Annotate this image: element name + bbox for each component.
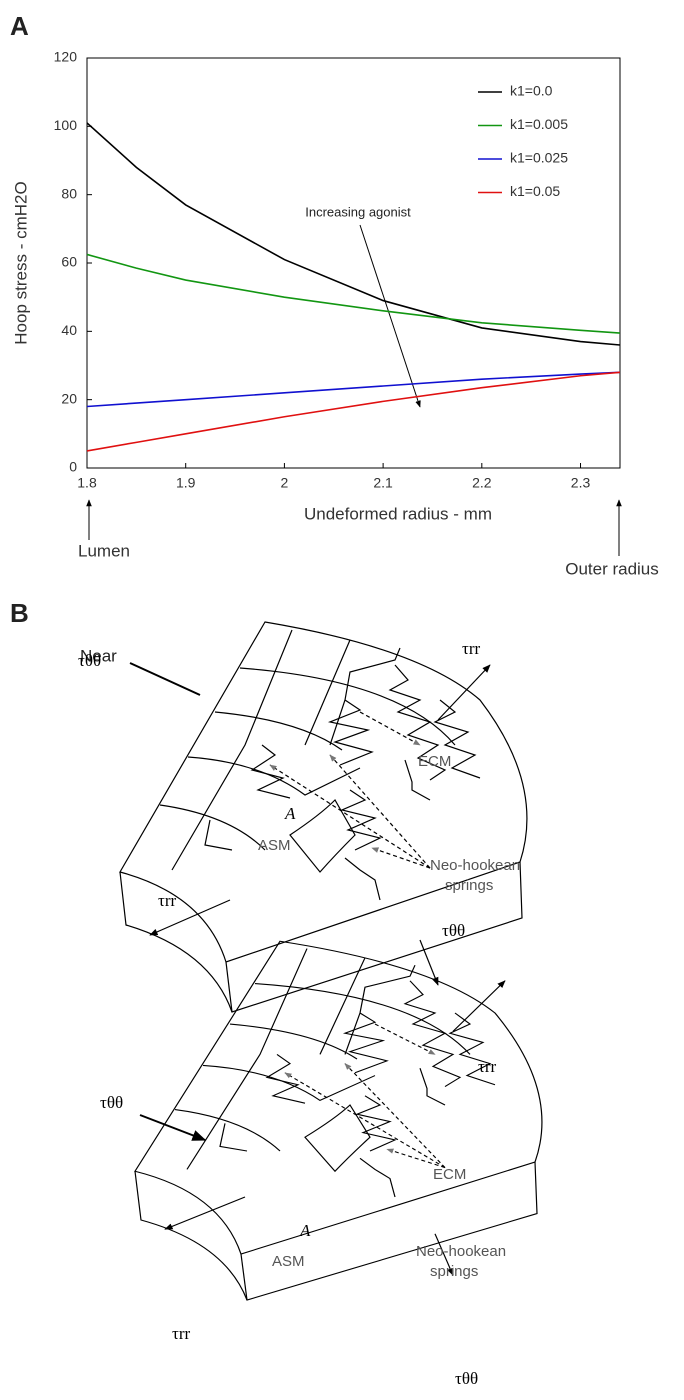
force-arrow	[129, 662, 201, 696]
annotation-arrow	[359, 224, 421, 408]
force-arrow	[139, 1114, 207, 1141]
legend-label: k1=0.005	[510, 116, 568, 132]
label: τrr	[478, 1057, 496, 1076]
y-tick-label: 20	[61, 390, 77, 406]
x-axis-label: Undeformed radius - mm	[304, 504, 492, 523]
label: τrr	[462, 639, 480, 658]
label: ECM	[433, 1166, 466, 1183]
line-series	[86, 253, 621, 334]
y-tick-label: 60	[61, 254, 77, 270]
y-tick-label: 120	[54, 49, 78, 65]
legend-label: k1=0.05	[510, 183, 560, 199]
y-tick-label: 40	[61, 322, 77, 338]
line-series	[86, 371, 621, 452]
diagram: τθθ τrr ECM Neo-hookean springs A ASM τr…	[100, 1057, 506, 1388]
x-tick-label: 1.8	[77, 475, 97, 491]
legend-label: k1=0.0	[510, 83, 553, 99]
diagram: Near τθθ τrr ECM Neo-hookean springs A A…	[78, 639, 520, 940]
x-tick-label: 2.3	[571, 475, 591, 491]
label: τθθ	[442, 921, 465, 940]
annotation: Outer radius	[565, 559, 659, 578]
y-tick-label: 80	[61, 185, 77, 201]
panel-label: A	[10, 11, 29, 41]
y-axis-label: Hoop stress - cmH2O	[11, 181, 30, 344]
label: τθθ	[100, 1093, 123, 1112]
line-series	[86, 122, 621, 346]
label: τθθ	[455, 1369, 478, 1388]
label: springs	[430, 1263, 478, 1280]
x-tick-label: 2.1	[373, 475, 393, 491]
label: ASM	[258, 837, 291, 854]
label: Neo-hookean	[416, 1243, 506, 1260]
label: A	[284, 804, 296, 823]
label: A	[299, 1221, 311, 1240]
label: τrr	[158, 891, 176, 910]
x-tick-label: 1.9	[176, 475, 196, 491]
label: τθθ	[78, 651, 101, 670]
annotation: Lumen	[78, 541, 130, 560]
label: Near	[80, 646, 117, 665]
annotation: Increasing agonist	[305, 204, 411, 219]
label: τrr	[172, 1324, 190, 1343]
label: springs	[445, 877, 493, 894]
x-tick-label: 2	[281, 475, 289, 491]
x-tick-label: 2.2	[472, 475, 492, 491]
tissue-block	[120, 622, 527, 1012]
line-series	[86, 371, 621, 408]
y-tick-label: 0	[69, 459, 77, 475]
y-tick-label: 100	[54, 117, 78, 133]
label: Neo-hookean	[430, 857, 520, 874]
label: ECM	[418, 753, 451, 770]
legend-label: k1=0.025	[510, 150, 568, 166]
panel-label: B	[10, 598, 29, 628]
label: ASM	[272, 1253, 305, 1270]
